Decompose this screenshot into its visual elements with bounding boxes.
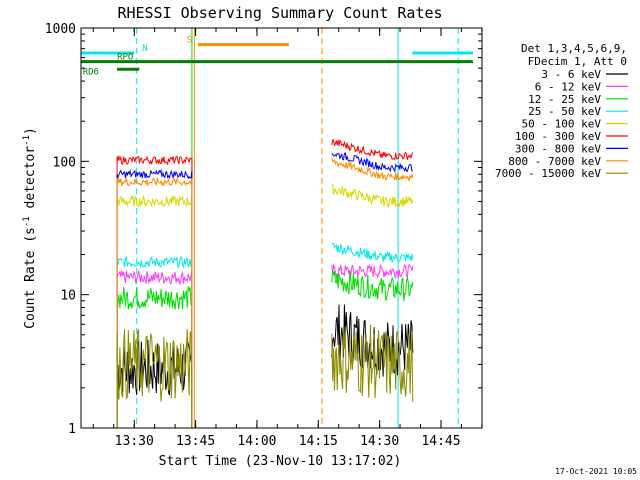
legend-entry-label: 7000 - 15000 keV xyxy=(495,167,601,180)
series-line-segment xyxy=(116,338,193,428)
x-tick-label: 14:30 xyxy=(360,434,399,449)
legend-entry-label: 12 - 25 keV xyxy=(528,93,601,106)
x-axis-label: Start Time (23-Nov-10 13:17:02) xyxy=(159,454,402,469)
x-tick-label: 14:15 xyxy=(299,434,338,449)
timestamp: 17-Oct-2021 10:05 xyxy=(555,467,637,476)
y-axis-ticks: 1 10 100 1000 xyxy=(45,22,482,437)
series-line-segment xyxy=(331,157,414,182)
legend-header-line1: Det 1,3,4,5,6,9, xyxy=(521,42,627,55)
series-line-segment xyxy=(116,286,193,428)
series-line-segment xyxy=(331,183,414,208)
legend-entry-label: 300 - 800 keV xyxy=(515,142,601,155)
legend-entry-label: 25 - 50 keV xyxy=(528,105,601,118)
series-line-segment xyxy=(116,176,193,428)
x-tick-label: 14:00 xyxy=(237,434,276,449)
y-tick-label: 100 xyxy=(53,155,76,170)
y-tick-label: 10 xyxy=(60,289,76,304)
count-rate-series xyxy=(116,138,414,428)
series-line-segment xyxy=(116,270,193,428)
chart-title: RHESSI Observing Summary Count Rates xyxy=(117,4,442,22)
x-tick-label: 13:30 xyxy=(115,434,154,449)
series-line-segment xyxy=(116,329,193,428)
flag-label: S xyxy=(187,36,192,46)
flag-label: RD6 xyxy=(83,67,99,77)
flag-label: N xyxy=(142,44,147,54)
series-line-segment xyxy=(116,168,193,428)
series-line-segment xyxy=(116,255,193,428)
y-axis-label: Count Rate (s-1 detector-1) xyxy=(22,127,38,329)
legend-entry-label: 3 - 6 keV xyxy=(541,68,601,81)
x-tick-label: 14:45 xyxy=(421,434,460,449)
series-line-segment xyxy=(331,269,414,302)
x-tick-label: 13:45 xyxy=(176,434,215,449)
observing-flags: N S RPO RD6 xyxy=(81,36,473,77)
legend-header-line2: FDecim 1, Att 0 xyxy=(528,55,627,68)
series-line-segment xyxy=(331,242,414,263)
series-line-segment xyxy=(331,152,414,174)
plot-frame xyxy=(80,27,483,429)
x-axis-ticks: 13:30 13:45 14:00 14:15 14:30 14:45 xyxy=(92,28,483,449)
y-tick-label: 1000 xyxy=(45,22,76,37)
legend-entry-label: 800 - 7000 keV xyxy=(508,155,601,168)
series-line-segment xyxy=(331,324,414,402)
series-line-segment xyxy=(116,154,193,428)
series-line-segment xyxy=(116,194,193,428)
legend-entry-label: 6 - 12 keV xyxy=(535,80,602,93)
legend: Det 1,3,4,5,6,9, FDecim 1, Att 0 3 - 6 k… xyxy=(495,42,628,180)
legend-entry-label: 50 - 100 keV xyxy=(522,118,602,131)
legend-entry-label: 100 - 300 keV xyxy=(515,130,601,143)
series-line-segment xyxy=(331,263,414,280)
flag-label: RPO xyxy=(117,53,133,63)
y-tick-label: 1 xyxy=(68,422,76,437)
series-line-segment xyxy=(331,138,414,161)
